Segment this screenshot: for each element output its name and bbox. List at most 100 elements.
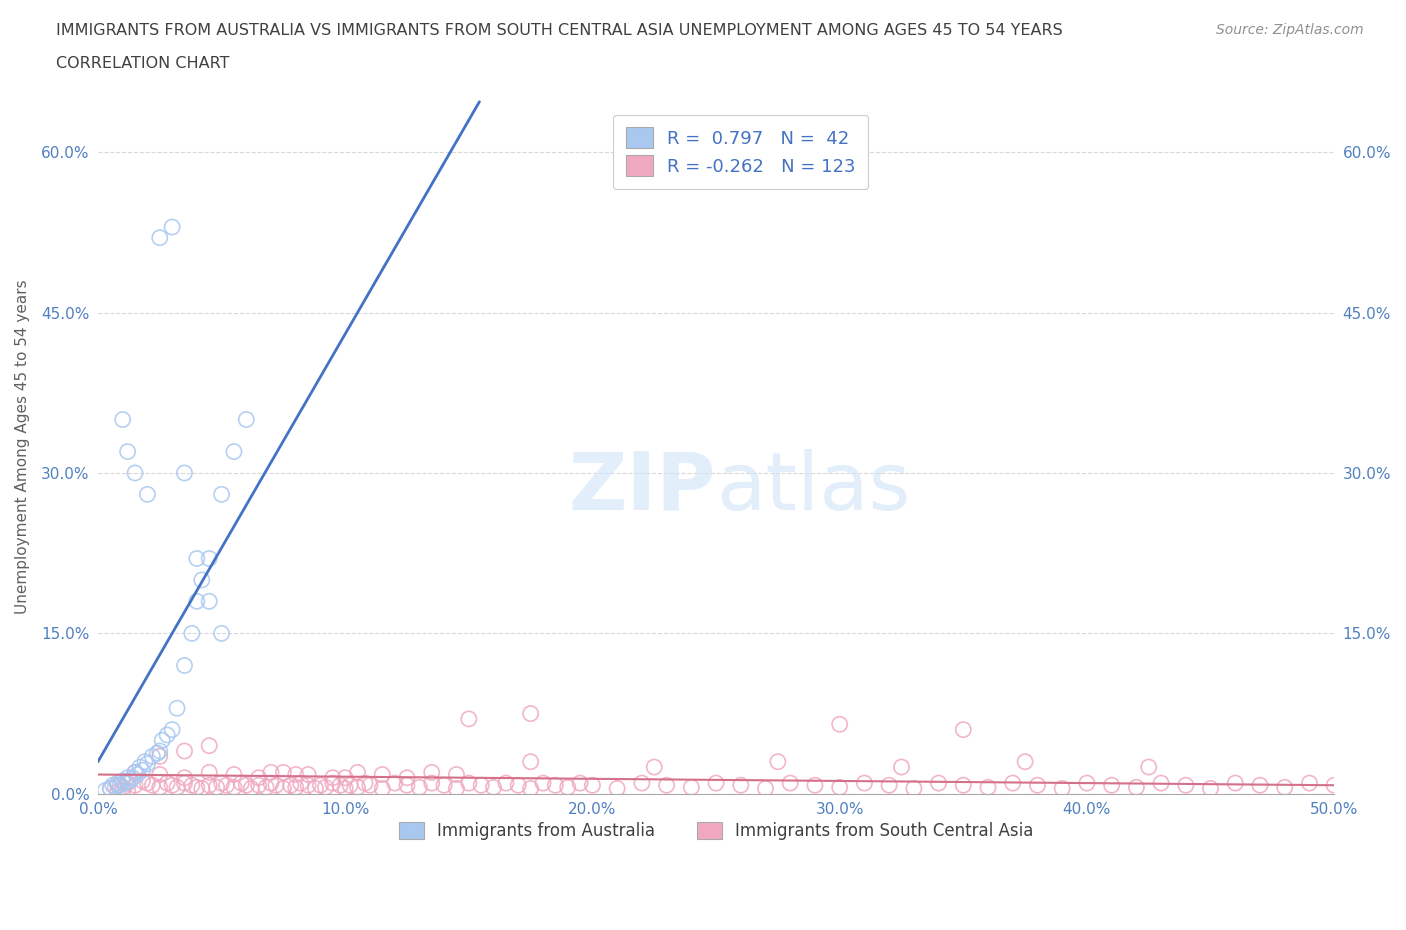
Point [1249,777,1271,792]
Point [495,776,517,790]
Point [1150,776,1173,790]
Point [198,765,221,780]
Point [98,781,121,796]
Point [117,783,139,798]
Point [1101,777,1123,792]
Point [198,777,221,792]
Point [131,774,153,789]
Point [977,780,1000,795]
Text: CORRELATION CHART: CORRELATION CHART [56,56,229,71]
Point [198,551,221,566]
Point [606,781,628,796]
Point [329,777,352,792]
Point [297,777,319,792]
Point [136,756,159,771]
Point [114,776,136,790]
Point [631,776,654,790]
Point [314,780,336,795]
Point [173,776,195,790]
Point [290,776,312,790]
Point [136,487,159,502]
Point [121,770,143,785]
Point [129,760,152,775]
Point [322,770,344,785]
Point [108,777,131,792]
Point [149,744,172,759]
Point [124,777,146,792]
Point [149,767,172,782]
Point [173,466,195,481]
Point [240,781,263,796]
Point [1076,776,1098,790]
Point [198,738,221,753]
Point [359,777,381,792]
Point [273,781,295,796]
Point [124,765,146,780]
Point [166,701,188,716]
Point [433,777,456,792]
Point [335,770,357,785]
Point [134,754,156,769]
Point [395,770,418,785]
Point [309,777,332,792]
Point [1174,777,1197,792]
Point [304,781,326,796]
Point [141,749,163,764]
Point [124,765,146,780]
Point [346,780,368,795]
Point [1026,777,1049,792]
Point [890,760,912,775]
Point [371,767,394,782]
Point [952,723,974,737]
Point [569,776,592,790]
Point [457,711,479,726]
Point [470,777,492,792]
Point [284,780,307,795]
Legend: Immigrants from Australia, Immigrants from South Central Asia: Immigrants from Australia, Immigrants fr… [391,813,1042,848]
Point [186,594,208,609]
Point [173,658,195,673]
Point [482,780,505,795]
Point [1225,776,1247,790]
Point [231,776,253,790]
Point [107,776,129,790]
Point [828,717,851,732]
Point [149,749,172,764]
Point [107,784,129,799]
Point [117,776,139,790]
Point [643,760,665,775]
Point [877,777,900,792]
Point [1001,776,1024,790]
Point [150,733,173,748]
Point [384,776,406,790]
Point [280,777,302,792]
Point [120,774,142,789]
Point [260,776,283,790]
Point [166,780,188,795]
Point [107,777,129,792]
Point [1050,781,1073,796]
Point [655,777,678,792]
Text: atlas: atlas [716,449,911,527]
Point [581,777,603,792]
Point [730,777,752,792]
Point [98,781,121,796]
Point [186,780,208,795]
Point [222,767,245,782]
Point [211,776,233,790]
Text: ZIP: ZIP [569,449,716,527]
Point [779,776,801,790]
Point [156,727,179,742]
Point [141,777,163,792]
Y-axis label: Unemployment Among Ages 45 to 54 years: Unemployment Among Ages 45 to 54 years [15,279,30,614]
Point [519,754,541,769]
Point [1014,754,1036,769]
Point [124,466,146,481]
Point [111,774,134,789]
Point [149,780,172,795]
Point [1323,777,1346,792]
Point [335,781,357,796]
Point [247,777,270,792]
Point [222,445,245,459]
Point [101,777,124,792]
